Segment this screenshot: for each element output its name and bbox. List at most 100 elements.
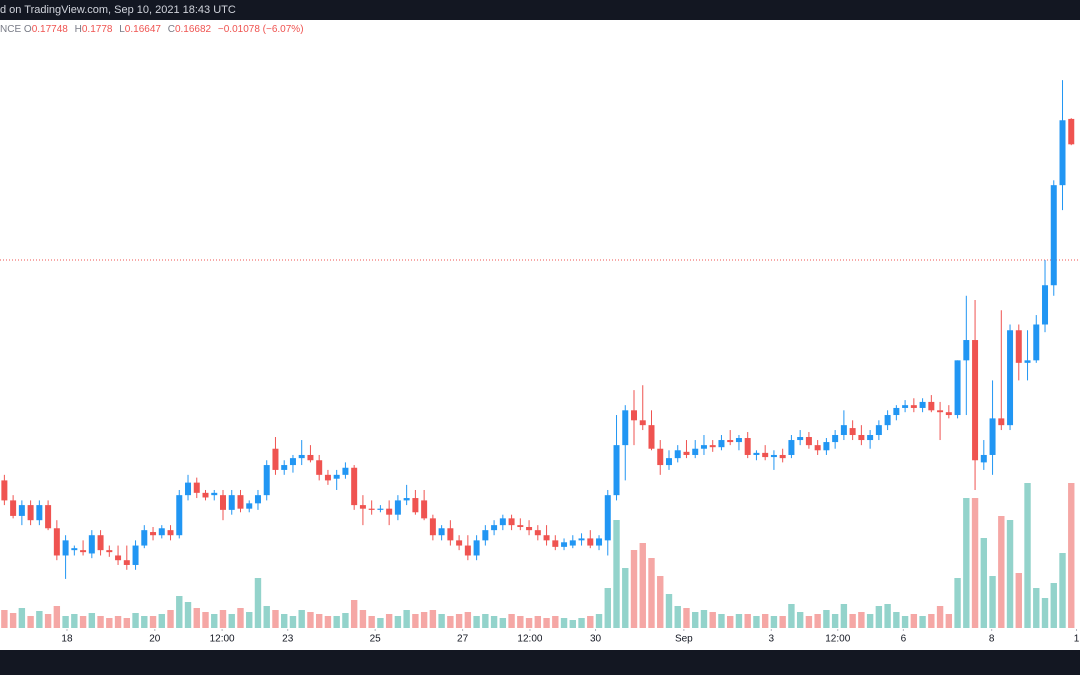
volume-bar	[9, 613, 17, 628]
candle-body	[1033, 324, 1040, 361]
volume-bar	[875, 606, 883, 628]
candle-body	[779, 454, 786, 459]
candle-body	[683, 451, 690, 455]
candle-body	[36, 505, 43, 521]
volume-bar	[718, 614, 725, 628]
volume-bar	[595, 614, 603, 628]
volume-bar	[692, 612, 699, 628]
candle-body	[622, 410, 629, 446]
candle-body	[438, 528, 445, 536]
candle-body	[263, 465, 270, 496]
candle-body	[884, 415, 891, 426]
candle-body	[403, 498, 410, 501]
bottom-bar	[0, 650, 1080, 675]
candle-body	[727, 440, 734, 443]
volume-bar	[237, 608, 244, 628]
volume-bar	[482, 614, 489, 628]
volume-bar	[866, 614, 874, 628]
readout-key: H	[74, 24, 82, 35]
volume-bar	[525, 618, 533, 628]
candle-body	[115, 555, 122, 561]
candle-body	[193, 482, 200, 493]
volume-bar	[840, 604, 848, 628]
x-tick-label: 23	[282, 634, 294, 645]
volume-bar	[648, 558, 655, 628]
candle-body	[246, 503, 253, 509]
volume-bar	[27, 616, 34, 628]
candle-body	[97, 535, 104, 551]
ohlc-readout: NCE O0.17748 H0.1778 L0.16647 C0.16682 −…	[0, 22, 308, 38]
candle-body	[692, 448, 699, 455]
volume-bar	[263, 606, 270, 628]
volume-bar	[543, 618, 550, 628]
candle-body	[71, 548, 78, 551]
volume-bar	[604, 588, 611, 628]
candle-body	[569, 540, 576, 546]
x-tick-label: 12:00	[210, 634, 235, 645]
x-tick-label: 8	[989, 634, 995, 645]
candle-body	[106, 550, 113, 553]
volume-bar	[473, 616, 480, 628]
candle-body	[289, 458, 296, 466]
volume-bar	[884, 604, 891, 628]
volume-bar	[438, 614, 445, 628]
volume-bar	[289, 616, 297, 628]
volume-bar	[665, 594, 673, 628]
candle-body	[753, 452, 760, 455]
candle-body	[534, 530, 541, 536]
candle-body	[141, 530, 148, 546]
volume-bar	[928, 614, 935, 628]
volume-bar	[385, 614, 393, 628]
chart: 18 20 12:00 23 25 27 12:00 30 Sep 3 12:00 6 8 1	[0, 80, 1080, 645]
candle-body	[998, 418, 1005, 426]
candle-body	[700, 445, 707, 449]
volume-bar	[831, 614, 839, 628]
candle-body	[228, 495, 235, 510]
volume-bar	[796, 612, 804, 628]
candle-body	[902, 405, 909, 408]
volume-bar	[167, 610, 174, 628]
candle-body	[158, 528, 165, 536]
candle-body	[910, 405, 917, 408]
volume-bar	[324, 616, 332, 628]
volume-bar	[149, 616, 157, 628]
candle-body	[456, 540, 463, 546]
volume-bar	[447, 616, 454, 628]
volume-bar	[281, 614, 288, 628]
candle-body	[333, 474, 340, 479]
top-bar: d on TradingView.com, Sep 10, 2021 18:43…	[0, 0, 1080, 20]
candle-body	[377, 508, 384, 510]
candle-body	[150, 532, 157, 536]
volume-bar	[1050, 583, 1057, 628]
volume-bar	[700, 610, 708, 628]
candle-body	[298, 454, 305, 459]
candle-body	[919, 401, 926, 408]
volume-bar	[123, 618, 131, 628]
candle-body	[1007, 330, 1014, 426]
candle-body	[805, 437, 812, 446]
candle-body	[132, 545, 139, 565]
volume-bar	[744, 614, 751, 628]
candle-body	[954, 360, 961, 416]
volume-bar	[508, 614, 515, 628]
x-tick-label: 1	[1074, 634, 1080, 645]
volume-bar	[963, 498, 970, 628]
volume-bar	[1024, 483, 1031, 628]
candle-body	[307, 454, 314, 461]
candle-body	[491, 525, 498, 531]
volume-bar	[490, 616, 498, 628]
readout-key: L	[119, 24, 125, 35]
candle-body	[604, 495, 611, 541]
readout-value: 0.17748	[31, 24, 68, 35]
x-tick-label: 12:00	[517, 634, 542, 645]
volume-bar	[639, 543, 646, 628]
candle-body	[980, 454, 987, 463]
volume-bar	[674, 606, 681, 628]
volume-bar	[630, 550, 638, 628]
candle-body	[937, 410, 944, 413]
candle-body	[587, 538, 594, 546]
candle-body	[561, 542, 568, 547]
candle-body	[53, 528, 60, 556]
volume-bar	[333, 616, 340, 628]
